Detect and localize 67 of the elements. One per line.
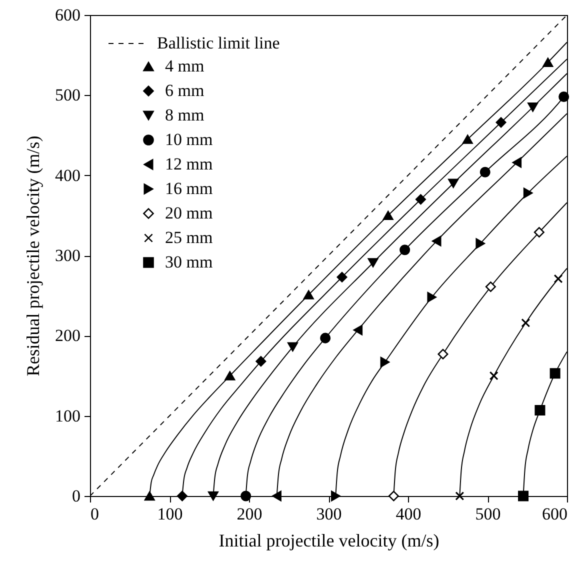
legend-label: 12 mm (165, 154, 213, 174)
point (554, 274, 563, 284)
y-axis-title: Residual projectile velocity (m/s) (23, 136, 43, 376)
point (462, 134, 473, 144)
point (240, 490, 252, 502)
point (542, 58, 554, 67)
point (496, 117, 506, 128)
point (320, 332, 331, 344)
point (144, 491, 155, 501)
point (380, 356, 390, 368)
point (256, 356, 266, 367)
point (523, 188, 533, 198)
x-tick-label: 300 (316, 504, 342, 524)
point (521, 318, 530, 328)
point (432, 236, 442, 246)
point (287, 342, 298, 352)
point (336, 272, 348, 282)
legend-label: 25 mm (165, 228, 213, 247)
point (368, 258, 378, 268)
point (489, 371, 498, 380)
x-tick-label: 200 (236, 504, 262, 524)
point (388, 490, 399, 502)
point (400, 244, 410, 256)
point (534, 404, 546, 416)
point (455, 492, 464, 500)
y-tick-label: 400 (55, 166, 80, 185)
x-tick-label: 100 (157, 504, 183, 524)
y-tick-label: 100 (55, 406, 80, 426)
y-tick-label: 300 (55, 246, 80, 265)
y-tick-label: 0 (72, 486, 80, 506)
point (224, 371, 236, 380)
point (558, 92, 570, 102)
point (272, 490, 282, 502)
y-tick-label: 500 (55, 86, 80, 105)
x-tick-label: 400 (396, 504, 422, 524)
point (476, 238, 485, 249)
point (427, 292, 436, 302)
x-tick-label: 500 (475, 504, 501, 524)
point (331, 490, 340, 502)
point (512, 157, 522, 168)
x-tick-label: 600 (542, 504, 568, 524)
point (415, 194, 426, 205)
legend-label: 20 mm (165, 204, 213, 222)
legend-label: 4 mm (165, 56, 204, 76)
point (518, 490, 529, 502)
point (176, 490, 188, 502)
point (528, 102, 538, 112)
legend-label: 10 mm (165, 130, 213, 149)
legend-label: 8 mm (165, 106, 204, 124)
point (438, 348, 448, 360)
x-tick-label: 0 (90, 504, 99, 524)
y-tick-label: 200 (55, 326, 80, 346)
y-tick-label: 600 (55, 6, 80, 24)
point (534, 226, 544, 238)
point (550, 368, 560, 379)
legend-label: Ballistic limit line (157, 34, 280, 52)
x-axis-title: Initial projectile velocity (m/s) (218, 530, 440, 550)
point (382, 210, 394, 220)
point (353, 324, 363, 336)
point (448, 178, 459, 188)
legend-label: 16 mm (165, 179, 213, 198)
point (303, 290, 314, 300)
point (208, 491, 218, 501)
point (485, 282, 496, 292)
legend-label: 30 mm (165, 252, 213, 272)
point (480, 166, 490, 178)
legend-label: 6 mm (165, 81, 204, 100)
